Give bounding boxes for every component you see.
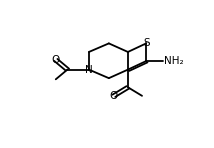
Text: S: S — [144, 38, 150, 48]
Text: N: N — [85, 65, 93, 75]
Text: O: O — [52, 55, 60, 65]
Text: NH₂: NH₂ — [164, 56, 184, 66]
Text: O: O — [110, 91, 118, 101]
